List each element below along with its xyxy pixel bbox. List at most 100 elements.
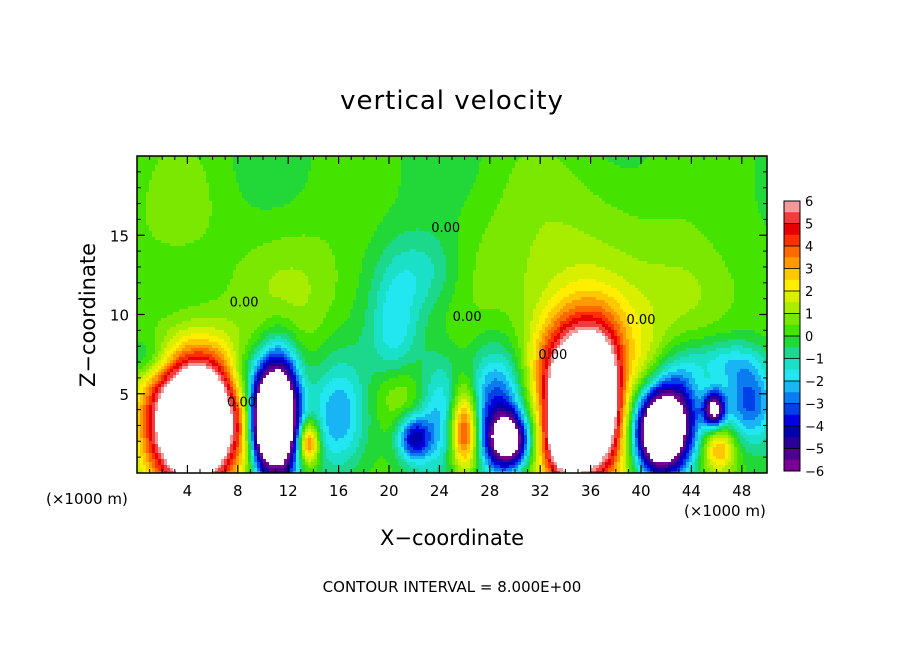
field-cell <box>407 180 410 183</box>
field-cell <box>191 198 194 201</box>
field-cell <box>482 216 485 219</box>
field-cell <box>260 189 263 192</box>
field-cell <box>434 159 437 162</box>
field-cell <box>413 204 416 207</box>
field-cell <box>188 204 191 207</box>
field-cell <box>470 207 473 210</box>
field-cell <box>509 189 512 192</box>
field-cell <box>602 174 605 177</box>
field-cell <box>284 159 287 162</box>
field-cell <box>716 213 719 216</box>
field-cell <box>233 165 236 168</box>
field-cell <box>182 183 185 186</box>
field-cell <box>584 168 587 171</box>
field-cell <box>215 216 218 219</box>
field-cell <box>383 210 386 213</box>
field-cell <box>371 180 374 183</box>
field-cell <box>335 219 338 222</box>
field-cell <box>416 186 419 189</box>
field-cell <box>419 171 422 174</box>
field-cell <box>635 168 638 171</box>
field-cell <box>617 219 620 222</box>
field-cell <box>515 189 518 192</box>
field-cell <box>482 201 485 204</box>
field-cell <box>614 195 617 198</box>
field-cell <box>530 225 533 228</box>
field-cell <box>362 162 365 165</box>
field-cell <box>236 171 239 174</box>
field-cell <box>392 210 395 213</box>
field-cell <box>485 198 488 201</box>
field-cell <box>233 222 236 225</box>
field-cell <box>749 171 752 174</box>
field-cell <box>296 183 299 186</box>
field-cell <box>722 168 725 171</box>
field-cell <box>380 183 383 186</box>
field-cell <box>227 198 230 201</box>
field-cell <box>740 180 743 183</box>
field-cell <box>470 171 473 174</box>
field-cell <box>224 195 227 198</box>
field-cell <box>404 183 407 186</box>
field-cell <box>212 207 215 210</box>
field-cell <box>302 195 305 198</box>
field-cell <box>533 183 536 186</box>
field-cell <box>701 204 704 207</box>
field-cell <box>218 174 221 177</box>
field-cell <box>389 192 392 195</box>
field-cell <box>662 174 665 177</box>
field-cell <box>281 216 284 219</box>
field-cell <box>509 162 512 165</box>
field-cell <box>743 195 746 198</box>
field-cell <box>659 168 662 171</box>
field-cell <box>584 207 587 210</box>
field-cell <box>224 183 227 186</box>
field-cell <box>476 204 479 207</box>
field-cell <box>194 186 197 189</box>
field-cell <box>587 207 590 210</box>
field-cell <box>497 180 500 183</box>
field-cell <box>164 180 167 183</box>
field-cell <box>446 180 449 183</box>
field-cell <box>425 216 428 219</box>
field-cell <box>467 204 470 207</box>
field-cell <box>473 186 476 189</box>
field-cell <box>710 174 713 177</box>
field-cell <box>347 219 350 222</box>
field-cell <box>398 204 401 207</box>
field-cell <box>668 198 671 201</box>
field-cell <box>707 177 710 180</box>
field-cell <box>704 189 707 192</box>
field-cell <box>524 207 527 210</box>
field-cell <box>482 198 485 201</box>
field-cell <box>263 189 266 192</box>
field-cell <box>515 165 518 168</box>
field-cell <box>278 210 281 213</box>
field-cell <box>602 198 605 201</box>
field-cell <box>497 210 500 213</box>
field-cell <box>410 216 413 219</box>
field-cell <box>611 213 614 216</box>
field-cell <box>611 195 614 198</box>
field-cell <box>167 180 170 183</box>
field-cell <box>638 165 641 168</box>
field-cell <box>305 216 308 219</box>
field-cell <box>737 189 740 192</box>
field-cell <box>662 177 665 180</box>
field-cell <box>659 207 662 210</box>
field-cell <box>533 174 536 177</box>
field-cell <box>344 180 347 183</box>
field-cell <box>305 186 308 189</box>
field-cell <box>317 207 320 210</box>
field-cell <box>761 198 764 201</box>
field-cell <box>491 207 494 210</box>
field-cell <box>410 174 413 177</box>
field-cell <box>308 180 311 183</box>
field-cell <box>395 210 398 213</box>
field-cell <box>161 207 164 210</box>
field-cell <box>599 171 602 174</box>
field-cell <box>437 195 440 198</box>
field-cell <box>542 162 545 165</box>
field-cell <box>581 219 584 222</box>
field-cell <box>410 159 413 162</box>
